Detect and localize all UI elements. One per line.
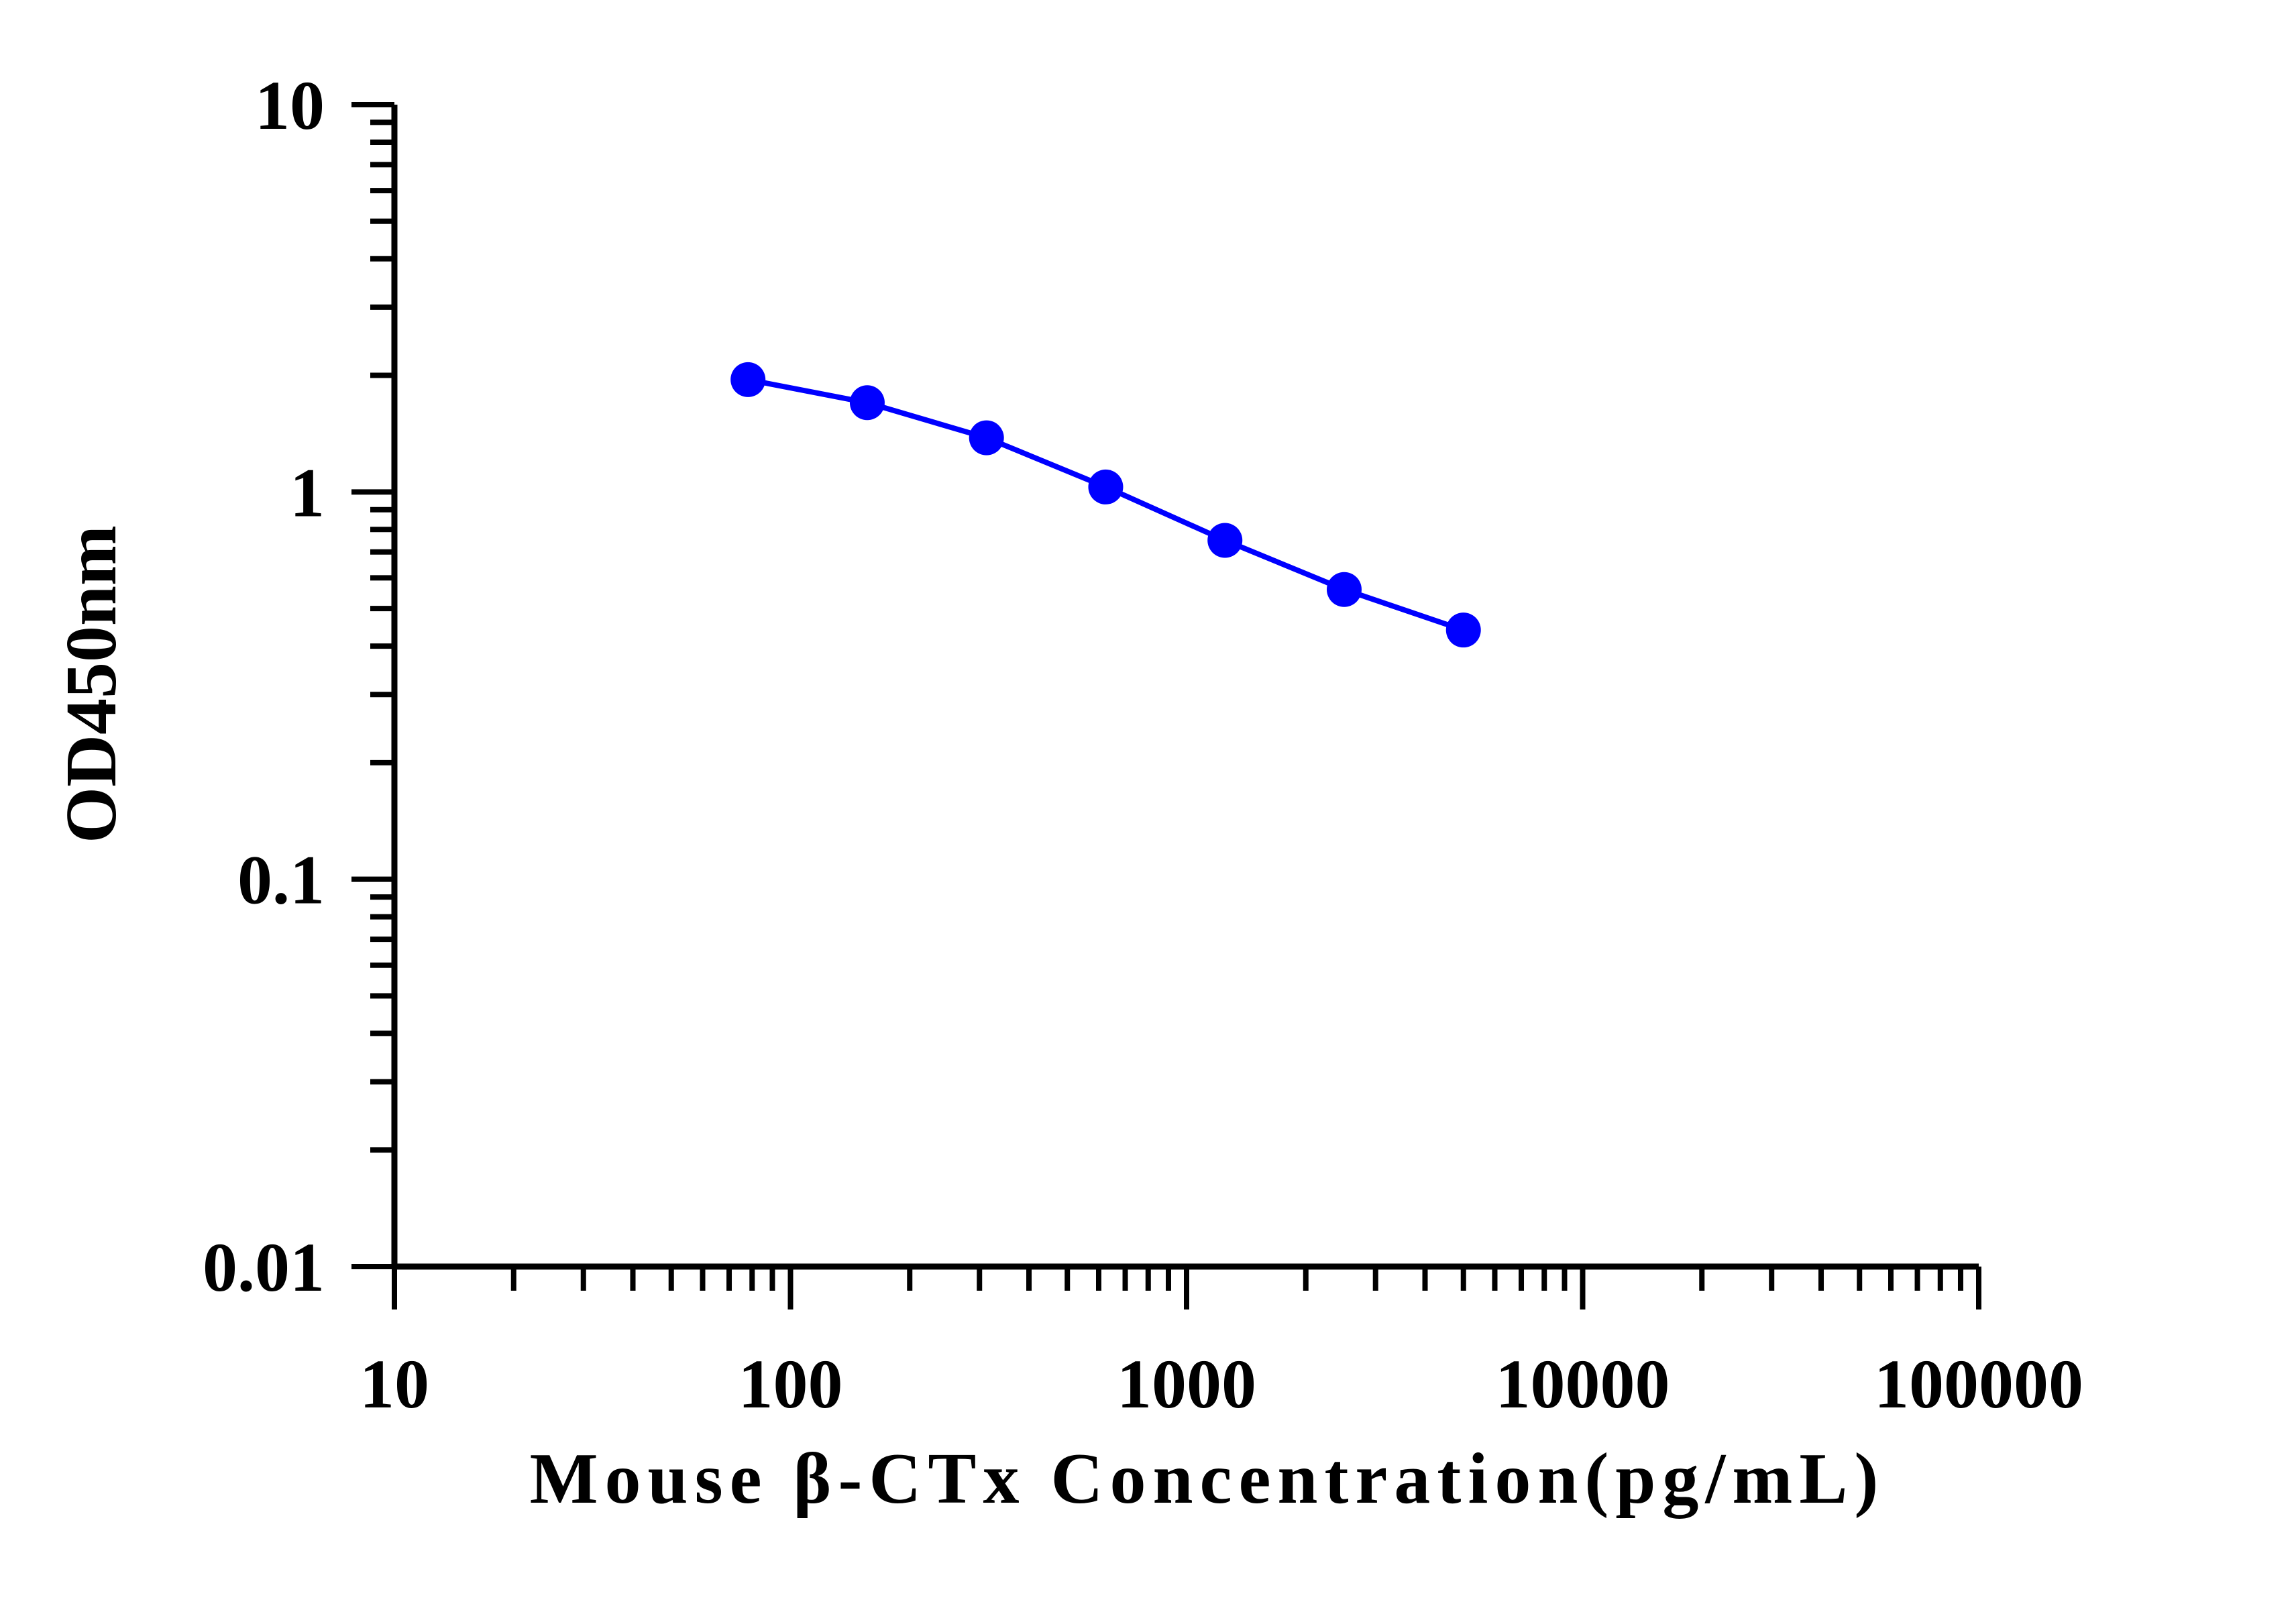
data-point xyxy=(1445,612,1481,648)
y-tick-label: 10 xyxy=(255,67,325,144)
data-point xyxy=(730,362,766,397)
x-axis-title: Mouse β-CTx Concentration(pg/mL) xyxy=(530,1439,1885,1519)
ticks xyxy=(351,102,1981,1309)
data-point xyxy=(849,385,885,421)
x-tick-label: 100 xyxy=(739,1346,843,1423)
y-axis-title: OD450nm xyxy=(52,525,131,843)
y-tick-label: 0.01 xyxy=(203,1229,325,1306)
data-point xyxy=(969,420,1004,456)
data-point xyxy=(1326,572,1362,607)
y-tick-label: 0.1 xyxy=(237,842,325,919)
axes xyxy=(391,105,1979,1270)
x-tick-label: 100000 xyxy=(1874,1346,2083,1423)
data-point xyxy=(1207,523,1243,558)
x-tick-label: 10000 xyxy=(1496,1346,1670,1423)
series xyxy=(730,362,1481,648)
data-point xyxy=(1088,469,1124,504)
y-tick-label: 1 xyxy=(290,454,325,531)
tick-labels: 10 100 1000 10000 100000 0.01 0.1 1 10 xyxy=(203,67,2083,1423)
x-tick-label: 1000 xyxy=(1117,1346,1256,1423)
x-tick-label: 10 xyxy=(360,1346,429,1423)
